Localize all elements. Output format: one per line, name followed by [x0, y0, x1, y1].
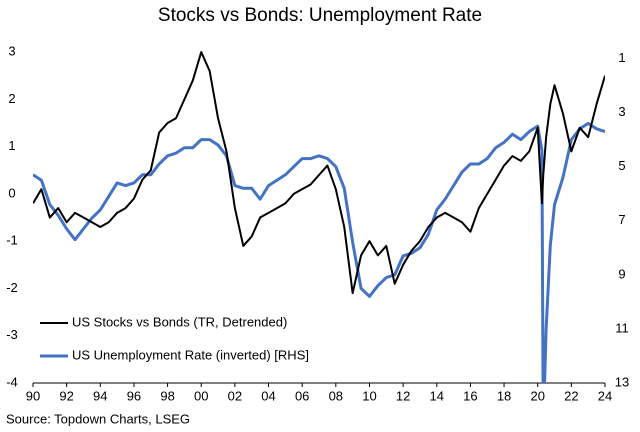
x-tick-label: 00 — [194, 388, 208, 403]
y2-tick-label: 5 — [618, 158, 625, 173]
source-note: Source: Topdown Charts, LSEG — [6, 411, 190, 426]
x-tick-label: 92 — [59, 388, 73, 403]
x-tick-label: 02 — [228, 388, 242, 403]
y-tick-label: 1 — [8, 138, 15, 153]
y-tick-label: -2 — [6, 280, 18, 295]
x-tick-label: 94 — [93, 388, 107, 403]
x-tick-label: 12 — [396, 388, 410, 403]
x-tick-label: 16 — [463, 388, 477, 403]
series-line — [33, 121, 605, 383]
x-tick-label: 10 — [362, 388, 376, 403]
legend-label: US Stocks vs Bonds (TR, Detrended) — [72, 314, 287, 329]
legend-label: US Unemployment Rate (inverted) [RHS] — [72, 347, 309, 362]
x-tick-label: 06 — [295, 388, 309, 403]
chart-title: Stocks vs Bonds: Unemployment Rate — [158, 5, 482, 26]
x-tick-label: 22 — [564, 388, 578, 403]
x-tick-label: 14 — [430, 388, 444, 403]
y2-tick-label: 9 — [618, 266, 625, 281]
y-tick-label: -3 — [6, 327, 18, 342]
y-tick-label: 0 — [8, 185, 15, 200]
y2-tick-label: 1 — [618, 50, 625, 65]
y-tick-label: 2 — [8, 91, 15, 106]
x-tick-label: 90 — [26, 388, 40, 403]
y2-tick-label: 11 — [615, 320, 629, 335]
x-tick-label: 18 — [497, 388, 511, 403]
y2-tick-label: 7 — [618, 212, 625, 227]
y-tick-label: -4 — [6, 374, 18, 389]
y2-tick-label: 13 — [615, 374, 629, 389]
x-tick-label: 20 — [530, 388, 544, 403]
x-tick-label: 08 — [329, 388, 343, 403]
y-tick-label: 3 — [8, 44, 15, 59]
y2-tick-label: 3 — [618, 104, 625, 119]
series-line — [33, 51, 605, 295]
x-tick-label: 24 — [598, 388, 612, 403]
x-tick-label: 96 — [127, 388, 141, 403]
y-tick-label: -1 — [6, 233, 18, 248]
plot-area — [33, 51, 605, 383]
x-tick-label: 98 — [160, 388, 174, 403]
x-tick-label: 04 — [261, 388, 275, 403]
